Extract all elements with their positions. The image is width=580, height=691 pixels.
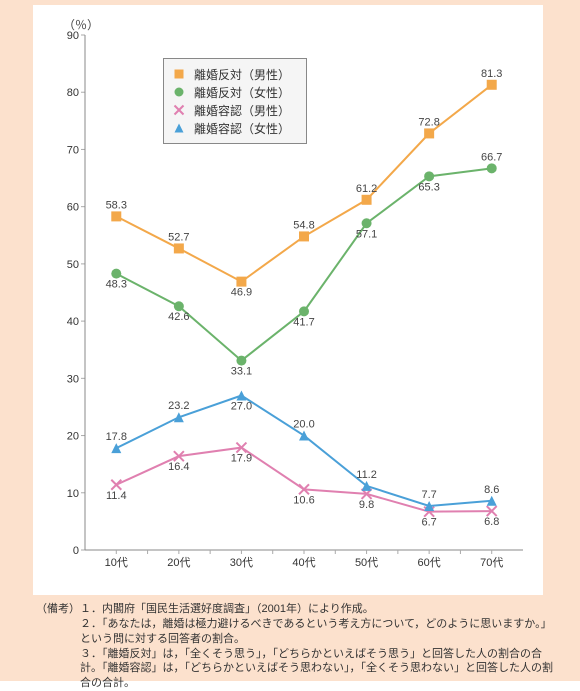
svg-text:50: 50 [67, 259, 79, 271]
note-prefix [36, 647, 80, 691]
value-label: 23.2 [168, 400, 189, 412]
value-label: 10.6 [293, 494, 314, 506]
point-younin_f-2 [236, 391, 246, 401]
svg-text:50代: 50代 [355, 556, 378, 569]
legend-item-hantai_f: 離婚反対（女性） [172, 83, 298, 101]
legend: 離婚反対（男性）離婚反対（女性）離婚容認（男性）離婚容認（女性） [163, 58, 307, 144]
value-label: 7.7 [421, 489, 436, 501]
value-label: 8.6 [484, 484, 499, 496]
point-younin_f-1 [174, 412, 184, 422]
value-label: 66.7 [481, 151, 502, 163]
legend-label: 離婚容認（男性） [194, 102, 290, 119]
value-label: 11.2 [356, 469, 377, 481]
note-text: ３．「離婚反対」は，「全くそう思う」，「どちらかといえばそう思う」と回答した人の… [80, 647, 556, 691]
legend-item-younin_m: 離婚容認（男性） [172, 101, 298, 119]
svg-text:30代: 30代 [230, 556, 253, 569]
plot-background: （％） 010203040506070809010代20代30代40代50代60… [33, 5, 543, 595]
canvas: （％） 010203040506070809010代20代30代40代50代60… [0, 0, 580, 681]
value-label: 20.0 [293, 419, 314, 431]
svg-text:30: 30 [67, 373, 79, 385]
legend-label: 離婚容認（女性） [194, 120, 290, 137]
value-label: 46.9 [231, 287, 252, 299]
note-row: ２．「あなたは，離婚は極力避けるべきであるという考え方について，どのように思いま… [36, 617, 556, 647]
note-text: ２．「あなたは，離婚は極力避けるべきであるという考え方について，どのように思いま… [80, 617, 556, 647]
point-hantai_m-0 [111, 211, 121, 221]
note-prefix: （備考） [36, 602, 80, 617]
svg-text:60: 60 [67, 202, 79, 214]
value-label: 81.3 [481, 68, 502, 80]
point-hantai_f-4 [362, 218, 372, 228]
value-label: 72.8 [418, 116, 439, 128]
square-icon [172, 67, 186, 81]
note-row: （備考）１．内閣府「国民生活選好度調査」（2001年）により作成。 [36, 602, 556, 617]
point-hantai_m-6 [487, 80, 497, 90]
value-label: 11.4 [106, 490, 127, 502]
point-hantai_f-6 [487, 163, 497, 173]
svg-text:0: 0 [73, 545, 79, 557]
value-label: 48.3 [106, 279, 127, 291]
svg-text:70代: 70代 [480, 556, 503, 569]
note-text: １．内閣府「国民生活選好度調査」（2001年）により作成。 [80, 602, 556, 617]
svg-text:20: 20 [67, 431, 79, 443]
point-younin_f-0 [111, 443, 121, 453]
value-label: 42.6 [168, 311, 189, 323]
svg-text:80: 80 [67, 87, 79, 99]
value-label: 52.7 [168, 231, 189, 243]
value-label: 9.8 [359, 499, 374, 511]
svg-text:40: 40 [67, 316, 79, 328]
note-prefix [36, 617, 80, 647]
point-hantai_f-3 [299, 306, 309, 316]
svg-text:10: 10 [67, 488, 79, 500]
point-younin_f-3 [299, 431, 309, 441]
legend-label: 離婚反対（男性） [194, 66, 290, 83]
legend-label: 離婚反対（女性） [194, 84, 290, 101]
value-label: 65.3 [418, 181, 439, 193]
point-hantai_f-1 [174, 301, 184, 311]
triangle-icon [172, 121, 186, 135]
circle-icon [172, 85, 186, 99]
legend-item-younin_f: 離婚容認（女性） [172, 119, 298, 137]
value-label: 41.7 [293, 316, 314, 328]
note-row: ３．「離婚反対」は，「全くそう思う」，「どちらかといえばそう思う」と回答した人の… [36, 647, 556, 691]
value-label: 6.7 [421, 517, 436, 529]
legend-item-hantai_m: 離婚反対（男性） [172, 65, 298, 83]
svg-text:40代: 40代 [292, 556, 315, 569]
value-label: 57.1 [356, 228, 377, 240]
point-hantai_f-2 [236, 356, 246, 366]
notes: （備考）１．内閣府「国民生活選好度調査」（2001年）により作成。 ２．「あなた… [36, 602, 556, 691]
point-hantai_m-4 [362, 195, 372, 205]
point-younin_m-0 [111, 480, 121, 490]
value-label: 58.3 [106, 199, 127, 211]
point-hantai_m-2 [236, 277, 246, 287]
value-label: 54.8 [293, 219, 314, 231]
point-hantai_m-3 [299, 231, 309, 241]
svg-text:60代: 60代 [418, 556, 441, 569]
svg-text:70: 70 [67, 144, 79, 156]
svg-text:10代: 10代 [105, 556, 128, 569]
point-hantai_f-0 [111, 269, 121, 279]
value-label: 27.0 [231, 401, 252, 413]
point-hantai_m-1 [174, 243, 184, 253]
value-label: 6.8 [484, 516, 499, 528]
value-label: 33.1 [231, 366, 252, 378]
value-label: 17.9 [231, 453, 252, 465]
value-label: 61.2 [356, 183, 377, 195]
value-label: 17.8 [106, 431, 127, 443]
point-hantai_f-5 [424, 171, 434, 181]
value-label: 16.4 [168, 461, 189, 473]
svg-text:90: 90 [67, 30, 79, 42]
svg-text:20代: 20代 [167, 556, 190, 569]
x-icon [172, 103, 186, 117]
point-hantai_m-5 [424, 128, 434, 138]
